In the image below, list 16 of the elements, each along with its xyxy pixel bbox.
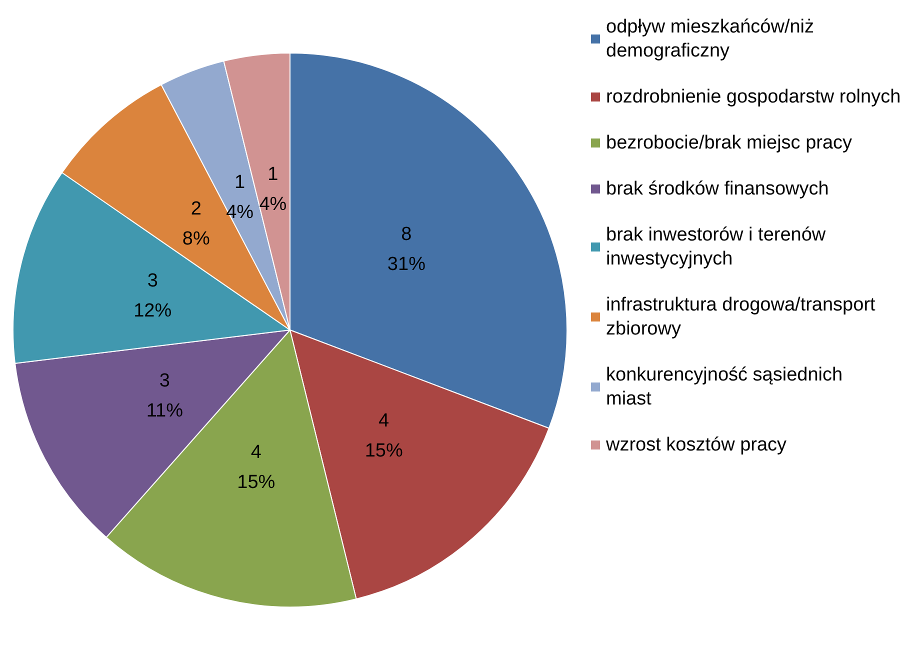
legend-label: bezrobocie/brak miejsc pracy <box>606 132 853 154</box>
data-label: 3 11% <box>146 370 184 422</box>
legend-label: wzrost kosztów pracy <box>605 434 788 456</box>
data-label: 4 15% <box>364 410 403 462</box>
data-label: 1 4% <box>259 164 287 216</box>
legend-label: rozdrobnienie gospodarstw rolnych <box>606 86 901 108</box>
data-label: 8 31% <box>387 224 426 276</box>
legend-label: konkurencyjność sąsiednich miast <box>606 364 848 410</box>
data-label: 2 8% <box>182 198 210 250</box>
legend-label: odpływ mieszkańców/niż demograficzny <box>606 16 820 62</box>
data-label: 3 12% <box>134 270 172 322</box>
legend-label: infrastruktura drogowa/transport zbiorowy <box>606 294 881 340</box>
data-label: 1 4% <box>226 172 254 224</box>
legend-label: brak inwestorów i terenów inwestycyjnych <box>606 224 831 270</box>
data-label: 4 15% <box>237 442 276 493</box>
legend-label: brak środków finansowych <box>606 178 829 200</box>
